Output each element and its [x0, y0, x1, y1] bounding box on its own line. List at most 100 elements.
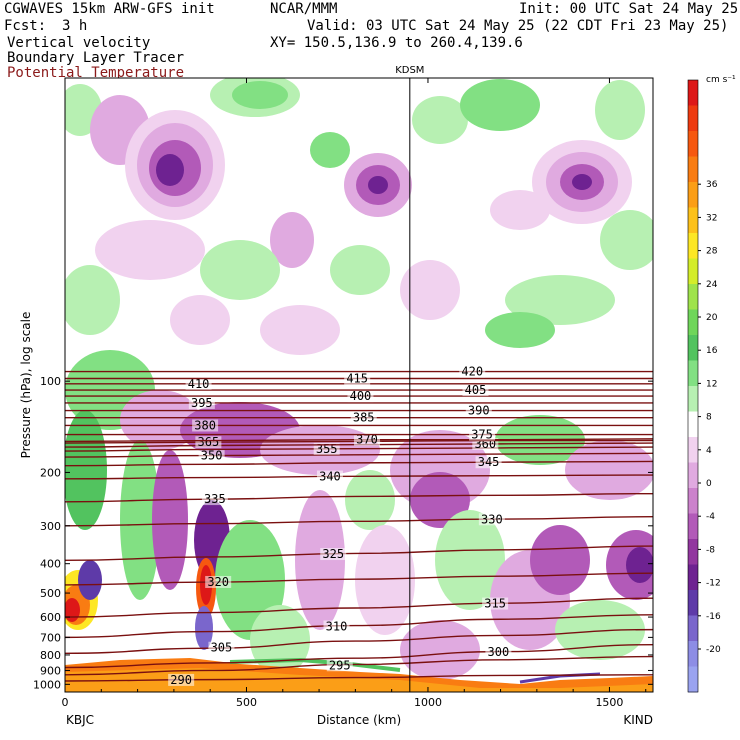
theta-contour-295 — [65, 655, 653, 676]
theta-label-310: 310 — [326, 619, 348, 633]
field-vertical-velocity: Vertical velocity — [7, 35, 151, 51]
theta-contour-315 — [65, 597, 653, 618]
field-boundary-layer-tracer: Boundary Layer Tracer — [7, 50, 185, 66]
x-tick-label-1500: 1500 — [595, 696, 623, 709]
colorbar-swatch — [688, 207, 698, 234]
theta-contour-310 — [65, 614, 653, 639]
y-axis-label: Pressure (hPa), log scale — [19, 312, 33, 459]
theta-label-300: 300 — [488, 645, 510, 659]
theta-label-305: 305 — [211, 641, 233, 655]
theta-label-bg — [482, 597, 509, 610]
theta-label-350: 350 — [201, 449, 223, 463]
colorbar-swatch — [688, 156, 698, 183]
vertical-velocity-field — [65, 78, 653, 692]
colorbar-swatch — [688, 513, 698, 540]
colorbar-swatch — [688, 590, 698, 616]
theta-label-bg — [347, 390, 374, 403]
theta-contour-340 — [65, 474, 653, 480]
colorbar-label-8: 8 — [706, 413, 712, 423]
colorbar-swatch — [688, 80, 698, 106]
theta-label-bg — [168, 673, 195, 686]
theta-label-330: 330 — [481, 512, 503, 526]
theta-label-375: 375 — [471, 428, 493, 442]
colorbar-swatch — [688, 539, 698, 565]
xy-range: XY= 150.5,136.9 to 260.4,139.6 — [270, 35, 523, 51]
theta-label-400: 400 — [350, 389, 372, 403]
org-label: NCAR/MMM — [270, 1, 338, 17]
x-tick-label-500: 500 — [236, 696, 257, 709]
field-potential-temperature: Potential Temperature — [7, 65, 185, 81]
theta-label-bg — [316, 470, 343, 483]
colorbar-label-32: 32 — [706, 213, 717, 223]
colorbar-label-4: 4 — [706, 446, 712, 456]
colorbar-swatch — [688, 437, 698, 463]
theta-label-bg — [185, 377, 212, 390]
theta-label-380: 380 — [194, 418, 216, 432]
theta-label-bg — [195, 436, 222, 449]
theta-label-315: 315 — [484, 597, 506, 611]
theta-label-390: 390 — [468, 404, 490, 418]
theta-label-345: 345 — [478, 455, 500, 469]
y-tick-label-700: 700 — [40, 631, 61, 644]
plot-frame — [64, 77, 654, 693]
theta-label-bg — [326, 659, 353, 672]
colorbar-frame — [687, 79, 699, 693]
init-time: Init: 00 UTC Sat 24 May 25 — [519, 1, 739, 17]
colorbar-swatch — [688, 131, 698, 157]
theta-label-bg — [353, 433, 380, 446]
colorbar-swatch — [688, 411, 698, 438]
colorbar-label--16: -16 — [706, 612, 721, 622]
colorbar-swatch — [688, 105, 698, 132]
theta-label-420: 420 — [461, 365, 483, 379]
colorbar-label--20: -20 — [706, 645, 721, 655]
y-tick-label-1000: 1000 — [33, 678, 61, 691]
x-axis: 0 500 1000 1500 — [62, 78, 647, 709]
theta-label-bg — [469, 428, 496, 441]
theta-label-bg — [475, 456, 502, 469]
colorbar-swatch — [688, 564, 698, 591]
theta-label-bg — [313, 442, 340, 455]
theta-label-385: 385 — [353, 411, 375, 425]
theta-label-bg — [188, 396, 215, 409]
colorbar-swatch — [688, 386, 698, 412]
colorbar-units: cm s⁻¹ — [706, 75, 736, 85]
theta-contour-350 — [65, 452, 653, 458]
theta-contour-300 — [65, 643, 653, 669]
theta-label-bg — [192, 419, 219, 432]
y-tick-label-500: 500 — [40, 587, 61, 600]
colorbar-label-28: 28 — [706, 247, 718, 257]
theta-contour-325 — [65, 545, 653, 562]
theta-label-320: 320 — [207, 575, 229, 589]
theta-label-340: 340 — [319, 470, 341, 484]
theta-label-335: 335 — [204, 492, 226, 506]
theta-label-bg — [485, 645, 512, 658]
theta-label-bg — [350, 411, 377, 424]
theta-label-405: 405 — [465, 383, 487, 397]
colorbar-swatch — [688, 360, 698, 387]
theta-label-355: 355 — [316, 442, 338, 456]
colorbar-label-20: 20 — [706, 313, 718, 323]
theta-contour-290 — [65, 674, 653, 682]
colorbar-swatch — [688, 335, 698, 361]
left-endpoint-label: KBJC — [66, 713, 94, 727]
x-tick-label-0: 0 — [62, 696, 69, 709]
theta-contour-345 — [65, 460, 653, 467]
theta-label-325: 325 — [322, 547, 344, 561]
station-label-kdsm: KDSM — [395, 65, 424, 76]
colorbar-label--12: -12 — [706, 579, 721, 589]
theta-label-415: 415 — [346, 372, 368, 386]
colorbar-label-24: 24 — [706, 280, 718, 290]
y-tick-label-400: 400 — [40, 558, 61, 571]
colorbar-swatch — [688, 666, 698, 693]
colorbar-label-12: 12 — [706, 379, 717, 389]
colorbar-swatch — [688, 233, 698, 259]
colorbar-swatch — [688, 309, 698, 336]
model-title: CGWAVES 15km ARW-GFS init — [4, 1, 215, 17]
theta-label-bg — [323, 620, 350, 633]
y-tick-label-900: 900 — [40, 664, 61, 677]
y-tick-label-800: 800 — [40, 649, 61, 662]
theta-label-bg — [201, 493, 228, 506]
colorbar-swatch — [688, 641, 698, 667]
